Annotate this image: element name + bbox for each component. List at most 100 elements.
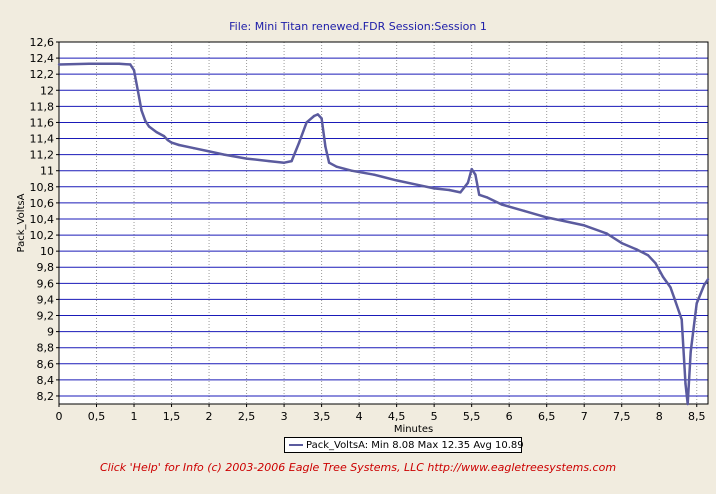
plot-border <box>58 41 709 405</box>
x-tick-label: 6,5 <box>538 410 556 423</box>
data-point <box>680 318 683 321</box>
data-point <box>335 165 338 168</box>
data-point <box>703 283 706 287</box>
data-point <box>155 130 158 134</box>
data-point <box>297 141 301 144</box>
y-tick-label: 11,6 <box>30 116 55 129</box>
x-tick-label: 2,5 <box>238 410 256 423</box>
data-point <box>312 114 316 118</box>
y-tick-label: 12,2 <box>30 68 55 81</box>
data-point <box>545 216 548 219</box>
data-point <box>324 145 327 148</box>
data-point <box>448 188 451 192</box>
data-point <box>523 209 526 213</box>
data-point <box>327 161 331 164</box>
data-point <box>417 184 421 187</box>
data-point <box>177 143 181 147</box>
x-tick-label: 5,5 <box>463 410 481 423</box>
data-point <box>166 138 169 142</box>
y-tick-label: 10,4 <box>30 213 55 226</box>
x-tick-label: 2 <box>206 410 213 423</box>
y-tick-label: 9,4 <box>37 293 55 306</box>
x-tick-label: 4,5 <box>388 410 406 423</box>
data-point <box>282 161 286 164</box>
chart-title: File: Mini Titan renewed.FDR Session:Ses… <box>229 20 487 33</box>
y-tick-label: 12 <box>40 84 54 97</box>
y-tick-label: 9,2 <box>37 310 55 323</box>
x-tick-label: 4 <box>356 410 363 423</box>
y-tick-label: 11 <box>40 165 54 178</box>
data-point <box>117 62 121 65</box>
data-point <box>474 173 477 176</box>
data-point <box>684 382 687 386</box>
y-tick-label: 9,8 <box>37 261 55 274</box>
y-tick-label: 11,8 <box>30 100 55 113</box>
y-axis-label: Pack_VoltsA <box>16 193 27 252</box>
x-tick-label: 0,5 <box>88 410 106 423</box>
data-point <box>57 63 61 66</box>
x-tick-label: 6 <box>506 410 513 423</box>
data-point <box>132 69 136 72</box>
footer-text: Click 'Help' for Info (c) 2003-2006 Eagl… <box>99 461 617 474</box>
legend-swatch <box>289 444 303 446</box>
x-tick-label: 3,5 <box>313 410 331 423</box>
data-point <box>245 157 248 160</box>
data-point <box>170 141 173 144</box>
y-tick-label: 8,6 <box>37 358 55 371</box>
data-point <box>695 302 698 305</box>
data-point <box>661 275 665 279</box>
data-point <box>129 63 132 66</box>
data-point <box>267 159 271 163</box>
data-point <box>316 113 319 116</box>
data-point <box>470 167 473 171</box>
data-point <box>136 89 139 92</box>
x-tick-label: 3 <box>281 410 288 423</box>
y-tick-label: 10,6 <box>30 197 55 210</box>
x-tick-label: 7 <box>581 410 588 423</box>
y-tick-label: 8,4 <box>37 374 55 387</box>
y-tick-label: 11,4 <box>30 133 55 146</box>
data-point <box>466 181 470 184</box>
x-axis-label: Minutes <box>394 424 433 435</box>
data-point <box>87 62 91 65</box>
data-point <box>654 262 657 265</box>
data-point <box>162 134 166 138</box>
data-point <box>305 121 308 124</box>
data-point <box>620 241 623 245</box>
data-point <box>673 296 676 299</box>
y-tick-label: 8,8 <box>37 342 55 355</box>
data-point <box>372 173 376 176</box>
data-point <box>350 169 353 172</box>
y-tick-label: 8,2 <box>37 390 55 403</box>
data-point <box>320 117 323 120</box>
data-point <box>290 159 293 163</box>
data-point <box>395 179 398 182</box>
y-tick-label: 10,2 <box>30 229 55 242</box>
x-tick-label: 7,5 <box>613 410 631 423</box>
data-point <box>144 119 147 123</box>
data-point <box>432 187 436 190</box>
x-tick-label: 8,5 <box>688 410 706 423</box>
data-point <box>222 153 226 156</box>
y-tick-label: 10 <box>40 245 54 258</box>
data-point <box>459 191 462 194</box>
x-tick-label: 8 <box>656 410 663 423</box>
legend: Pack_VoltsA: Min 8.08 Max 12.35 Avg 10.8… <box>284 437 524 453</box>
data-point <box>605 232 608 235</box>
data-point <box>478 193 481 196</box>
data-point <box>706 278 710 281</box>
series-line-pack-voltsa <box>58 62 710 406</box>
x-tick-label: 5 <box>431 410 438 423</box>
data-point <box>485 196 488 199</box>
legend-text: Pack_VoltsA: Min 8.08 Max 12.35 Avg 10.8… <box>306 440 524 451</box>
x-tick-label: 0 <box>56 410 63 423</box>
plot-area <box>59 42 708 404</box>
data-point <box>500 203 503 206</box>
x-tick-label: 1,5 <box>163 410 181 423</box>
y-tick-label: 9,6 <box>37 277 55 290</box>
data-point <box>140 109 143 112</box>
data-point <box>646 254 650 257</box>
y-tick-label: 11,2 <box>30 149 55 162</box>
data-point <box>192 147 196 150</box>
